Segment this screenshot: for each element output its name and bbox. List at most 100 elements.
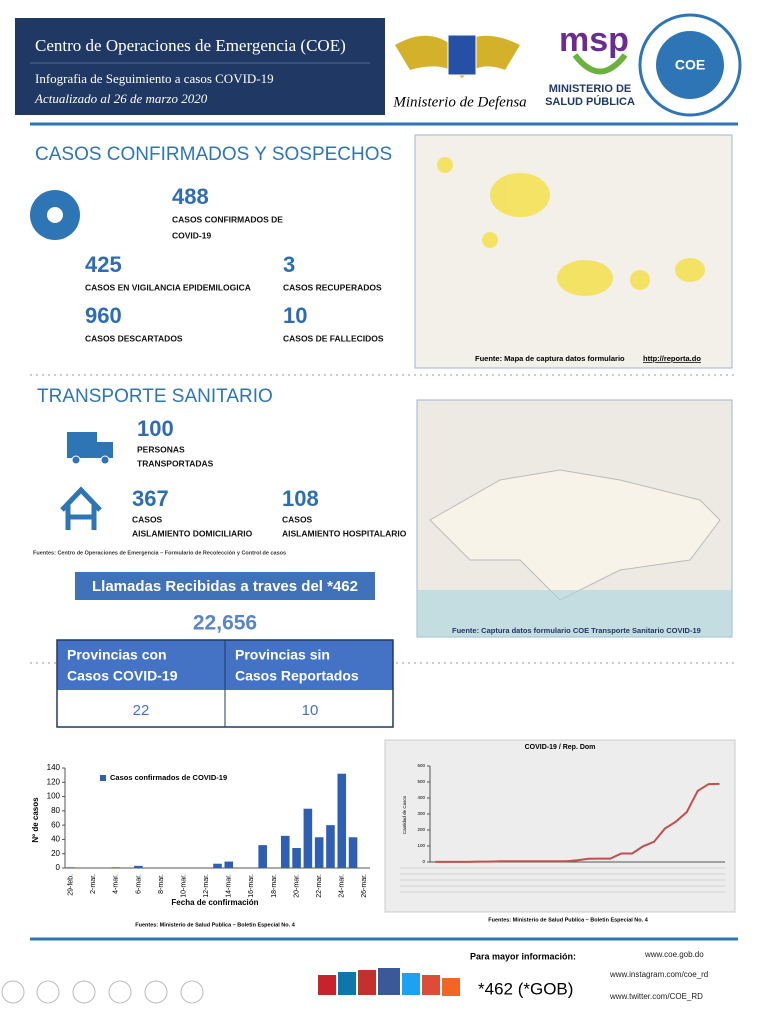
- bar: [292, 848, 301, 868]
- truck-wheel: [71, 455, 81, 465]
- legend-label: Casos confirmados de COVID-19: [110, 773, 227, 782]
- logo-msp-text: SALUD PÚBLICA: [545, 95, 635, 108]
- house-icon: [60, 486, 102, 530]
- defensa-shield: [447, 34, 477, 76]
- axis-title: Cantidad de Casos: [402, 795, 407, 834]
- stat-value: 425: [85, 252, 122, 277]
- bar: [111, 867, 121, 868]
- stat-label: CASOS: [282, 514, 313, 524]
- social-icons: [318, 968, 460, 996]
- truck-wheel: [100, 455, 110, 465]
- stat-label: CASOS DE FALLECIDOS: [283, 333, 384, 343]
- header-box: [15, 18, 385, 115]
- msp-arc: [572, 53, 628, 75]
- stat-label: CASOS RECUPERADOS: [283, 282, 382, 292]
- y-tick-label: 120: [47, 777, 61, 786]
- y-tick-label: 140: [47, 763, 61, 772]
- section-title: CASOS CONFIRMADOS Y SOSPECHOS: [35, 144, 392, 165]
- stat-label: AISLAMIENTO DOMICILIARIO: [132, 528, 253, 538]
- map-source: Fuente: Mapa de captura datos formulario: [475, 354, 625, 363]
- cases-map: [414, 134, 733, 369]
- footer-link[interactable]: www.coe.gob.do: [644, 950, 704, 959]
- line: [435, 782, 720, 863]
- axis-title: Nº de casos: [31, 797, 40, 843]
- bar: [348, 837, 358, 868]
- table-cell: 22: [133, 702, 150, 719]
- y-tick-label: 100: [417, 843, 425, 848]
- bar: [337, 773, 347, 868]
- logo-msp-text: MINISTERIO DE: [549, 83, 632, 95]
- stat-label: CASOS DESCARTADOS: [85, 333, 183, 343]
- header-title: Centro de Operaciones de Emergencia (COE…: [35, 36, 346, 55]
- logo-msp: msp: [559, 21, 629, 59]
- stat-label: PERSONAS: [137, 444, 185, 454]
- calls-title: Llamadas Recibidas a traves del *462: [92, 578, 358, 595]
- stat-label: CASOS: [132, 514, 163, 524]
- y-tick-label: 80: [51, 806, 60, 815]
- map-sea: [417, 590, 732, 637]
- header-subtitle: Infografia de Seguimiento a casos COVID-…: [35, 71, 274, 86]
- legend-swatch: [100, 775, 106, 781]
- bar: [66, 867, 75, 868]
- calls-value: 22,656: [193, 612, 257, 635]
- x-tick-label: 10-mar.: [180, 874, 187, 898]
- line-chart-panel: [384, 739, 736, 913]
- chart-title: COVID-19 / Rep. Dom: [525, 744, 596, 751]
- x-tick-label: 14-mar.: [226, 874, 233, 898]
- section-title: TRANSPORTE SANITARIO: [37, 386, 273, 407]
- header-updated: Actualizado al 26 de marzo 2020: [34, 91, 208, 106]
- stat-label: COVID-19: [172, 230, 211, 240]
- x-tick-label: 20-mar.: [293, 874, 300, 898]
- map-heat: [437, 157, 705, 296]
- calls-banner: [75, 572, 375, 600]
- table-header-cell: Casos COVID-19: [67, 668, 178, 684]
- x-tick-label: 2-mar.: [90, 874, 97, 894]
- source: Fuentes: Ministerio de Salud Publica – B…: [488, 917, 648, 923]
- x-tick-label: 4-mar.: [113, 874, 120, 894]
- x-tick-label: 22-mar.: [316, 874, 323, 898]
- map-source: Fuente: Captura datos formulario COE Tra…: [452, 626, 701, 635]
- y-tick-label: 200: [417, 827, 425, 832]
- y-tick-label: 20: [51, 849, 60, 858]
- bar: [134, 865, 143, 868]
- footer-phone: *462 (*GOB): [478, 979, 573, 998]
- map-land: [429, 469, 721, 601]
- stat-value: 367: [132, 486, 169, 511]
- stat-value: 3: [283, 252, 295, 277]
- x-tick-label: 8-mar.: [158, 874, 165, 894]
- source: Fuentes: Ministerio de Salud Publica – B…: [135, 922, 295, 928]
- logo-defensa: Ministerio de Defensa: [392, 94, 526, 110]
- sources: Fuentes: Centro de Operaciones de Emerge…: [33, 550, 286, 556]
- footer-link[interactable]: www.twitter.com/COE_RD: [609, 992, 703, 1001]
- bar: [280, 835, 290, 868]
- y-tick-label: 0: [56, 863, 61, 872]
- footer-link[interactable]: www.instagram.com/coe_rd: [609, 970, 708, 979]
- x-tick-label: 24-mar.: [339, 874, 346, 898]
- y-tick-label: 600: [417, 763, 425, 768]
- bar: [224, 861, 234, 868]
- bar: [326, 825, 335, 868]
- stat-label: CASOS EN VIGILANCIA EPIDEMILOGICA: [85, 282, 251, 292]
- bar: [314, 837, 324, 868]
- truck-cab: [97, 442, 113, 458]
- stat-label: AISLAMIENTO HOSPITALARIO: [282, 528, 407, 538]
- y-tick-label: 0: [422, 859, 425, 864]
- stat-value: 960: [85, 303, 122, 328]
- bar: [213, 863, 222, 868]
- x-tick-label: 16-mar.: [248, 874, 255, 898]
- bar: [258, 845, 267, 868]
- bar: [303, 808, 313, 868]
- stat-value: 108: [282, 486, 319, 511]
- stat-value: 488: [172, 184, 209, 209]
- table-cell: 10: [302, 702, 319, 719]
- logo-coe: COE: [675, 57, 705, 73]
- x-tick-label: 26-mar.: [361, 874, 368, 898]
- y-tick-label: 300: [417, 811, 425, 816]
- x-tick-label: 12-mar.: [203, 874, 210, 898]
- x-tick-label: 6-mar.: [135, 874, 142, 894]
- y-tick-label: 60: [51, 820, 60, 829]
- stat-label: TRANSPORTADAS: [137, 458, 214, 468]
- table-header-cell: Provincias sin: [235, 647, 330, 663]
- y-tick-label: 100: [47, 792, 61, 801]
